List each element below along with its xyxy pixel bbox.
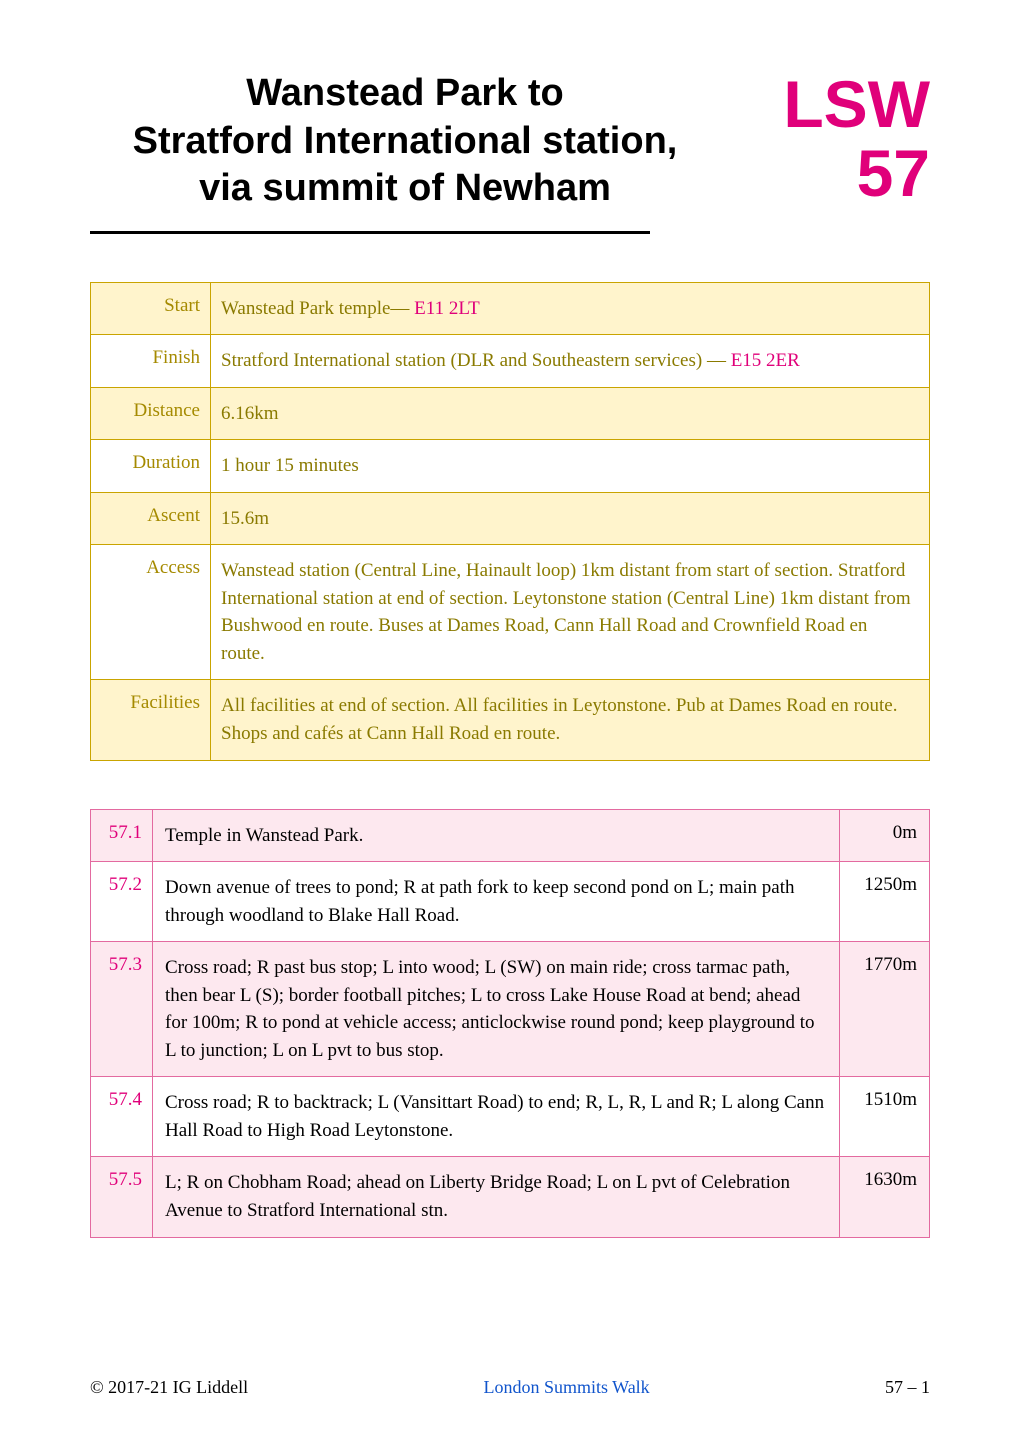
route-code-top: LSW [720, 70, 930, 139]
info-value: Wanstead Park temple— E11 2LT [211, 282, 930, 335]
info-value-text: 1 hour 15 minutes [221, 455, 359, 476]
step-description: Down avenue of trees to pond; R at path … [153, 862, 840, 942]
info-value: Stratford International station (DLR and… [211, 335, 930, 388]
step-distance: 0m [840, 809, 930, 862]
info-value-text: Stratford International station (DLR and… [221, 350, 731, 371]
title-line-2: Stratford International station, [90, 118, 720, 166]
page-header: Wanstead Park to Stratford International… [90, 70, 930, 213]
info-value: All facilities at end of section. All fa… [211, 680, 930, 760]
steps-row: 57.4Cross road; R to backtrack; L (Vansi… [91, 1077, 930, 1157]
step-distance: 1770m [840, 942, 930, 1077]
header-rule [90, 231, 650, 234]
info-value-text: Wanstead station (Central Line, Hainault… [221, 560, 911, 664]
steps-row: 57.2Down avenue of trees to pond; R at p… [91, 862, 930, 942]
title-line-1: Wanstead Park to [90, 70, 720, 118]
step-distance: 1250m [840, 862, 930, 942]
info-postcode: E15 2ER [731, 350, 800, 371]
step-number: 57.2 [91, 862, 153, 942]
info-value: 1 hour 15 minutes [211, 440, 930, 493]
info-row: FacilitiesAll facilities at end of secti… [91, 680, 930, 760]
info-value: 15.6m [211, 492, 930, 545]
info-row: Ascent 15.6m [91, 492, 930, 545]
step-distance: 1630m [840, 1157, 930, 1237]
info-value: 6.16km [211, 387, 930, 440]
steps-row: 57.1Temple in Wanstead Park.0m [91, 809, 930, 862]
info-label: Facilities [91, 680, 211, 760]
footer-left: © 2017-21 IG Liddell [90, 1377, 248, 1398]
info-value: Wanstead station (Central Line, Hainault… [211, 545, 930, 680]
step-description: Cross road; R to backtrack; L (Vansittar… [153, 1077, 840, 1157]
route-code-bottom: 57 [720, 139, 930, 208]
info-label: Start [91, 282, 211, 335]
step-number: 57.4 [91, 1077, 153, 1157]
info-table-body: StartWanstead Park temple— E11 2LTFinish… [91, 282, 930, 760]
info-postcode: E11 2LT [414, 298, 480, 319]
page-title: Wanstead Park to Stratford International… [90, 70, 720, 213]
steps-row: 57.3Cross road; R past bus stop; L into … [91, 942, 930, 1077]
route-code: LSW 57 [720, 70, 930, 209]
info-row: Distance 6.16km [91, 387, 930, 440]
info-label: Finish [91, 335, 211, 388]
info-label: Distance [91, 387, 211, 440]
info-row: AccessWanstead station (Central Line, Ha… [91, 545, 930, 680]
steps-table: 57.1Temple in Wanstead Park.0m57.2Down a… [90, 809, 930, 1238]
info-label: Access [91, 545, 211, 680]
page-footer: © 2017-21 IG Liddell London Summits Walk… [90, 1377, 930, 1398]
step-number: 57.3 [91, 942, 153, 1077]
info-label: Ascent [91, 492, 211, 545]
step-number: 57.1 [91, 809, 153, 862]
info-row: StartWanstead Park temple— E11 2LT [91, 282, 930, 335]
info-table: StartWanstead Park temple— E11 2LTFinish… [90, 282, 930, 761]
step-description: Temple in Wanstead Park. [153, 809, 840, 862]
step-distance: 1510m [840, 1077, 930, 1157]
footer-right: 57 – 1 [885, 1377, 930, 1398]
step-description: L; R on Chobham Road; ahead on Liberty B… [153, 1157, 840, 1237]
step-number: 57.5 [91, 1157, 153, 1237]
info-value-text: 15.6m [221, 508, 269, 529]
info-value-text: 6.16km [221, 403, 279, 424]
info-row: Duration 1 hour 15 minutes [91, 440, 930, 493]
steps-row: 57.5L; R on Chobham Road; ahead on Liber… [91, 1157, 930, 1237]
info-label: Duration [91, 440, 211, 493]
info-row: Finish Stratford International station (D… [91, 335, 930, 388]
info-value-text: All facilities at end of section. All fa… [221, 695, 897, 744]
title-line-3: via summit of Newham [90, 165, 720, 213]
steps-table-body: 57.1Temple in Wanstead Park.0m57.2Down a… [91, 809, 930, 1237]
info-value-text: Wanstead Park temple— [221, 298, 414, 319]
footer-center: London Summits Walk [248, 1377, 885, 1398]
step-description: Cross road; R past bus stop; L into wood… [153, 942, 840, 1077]
